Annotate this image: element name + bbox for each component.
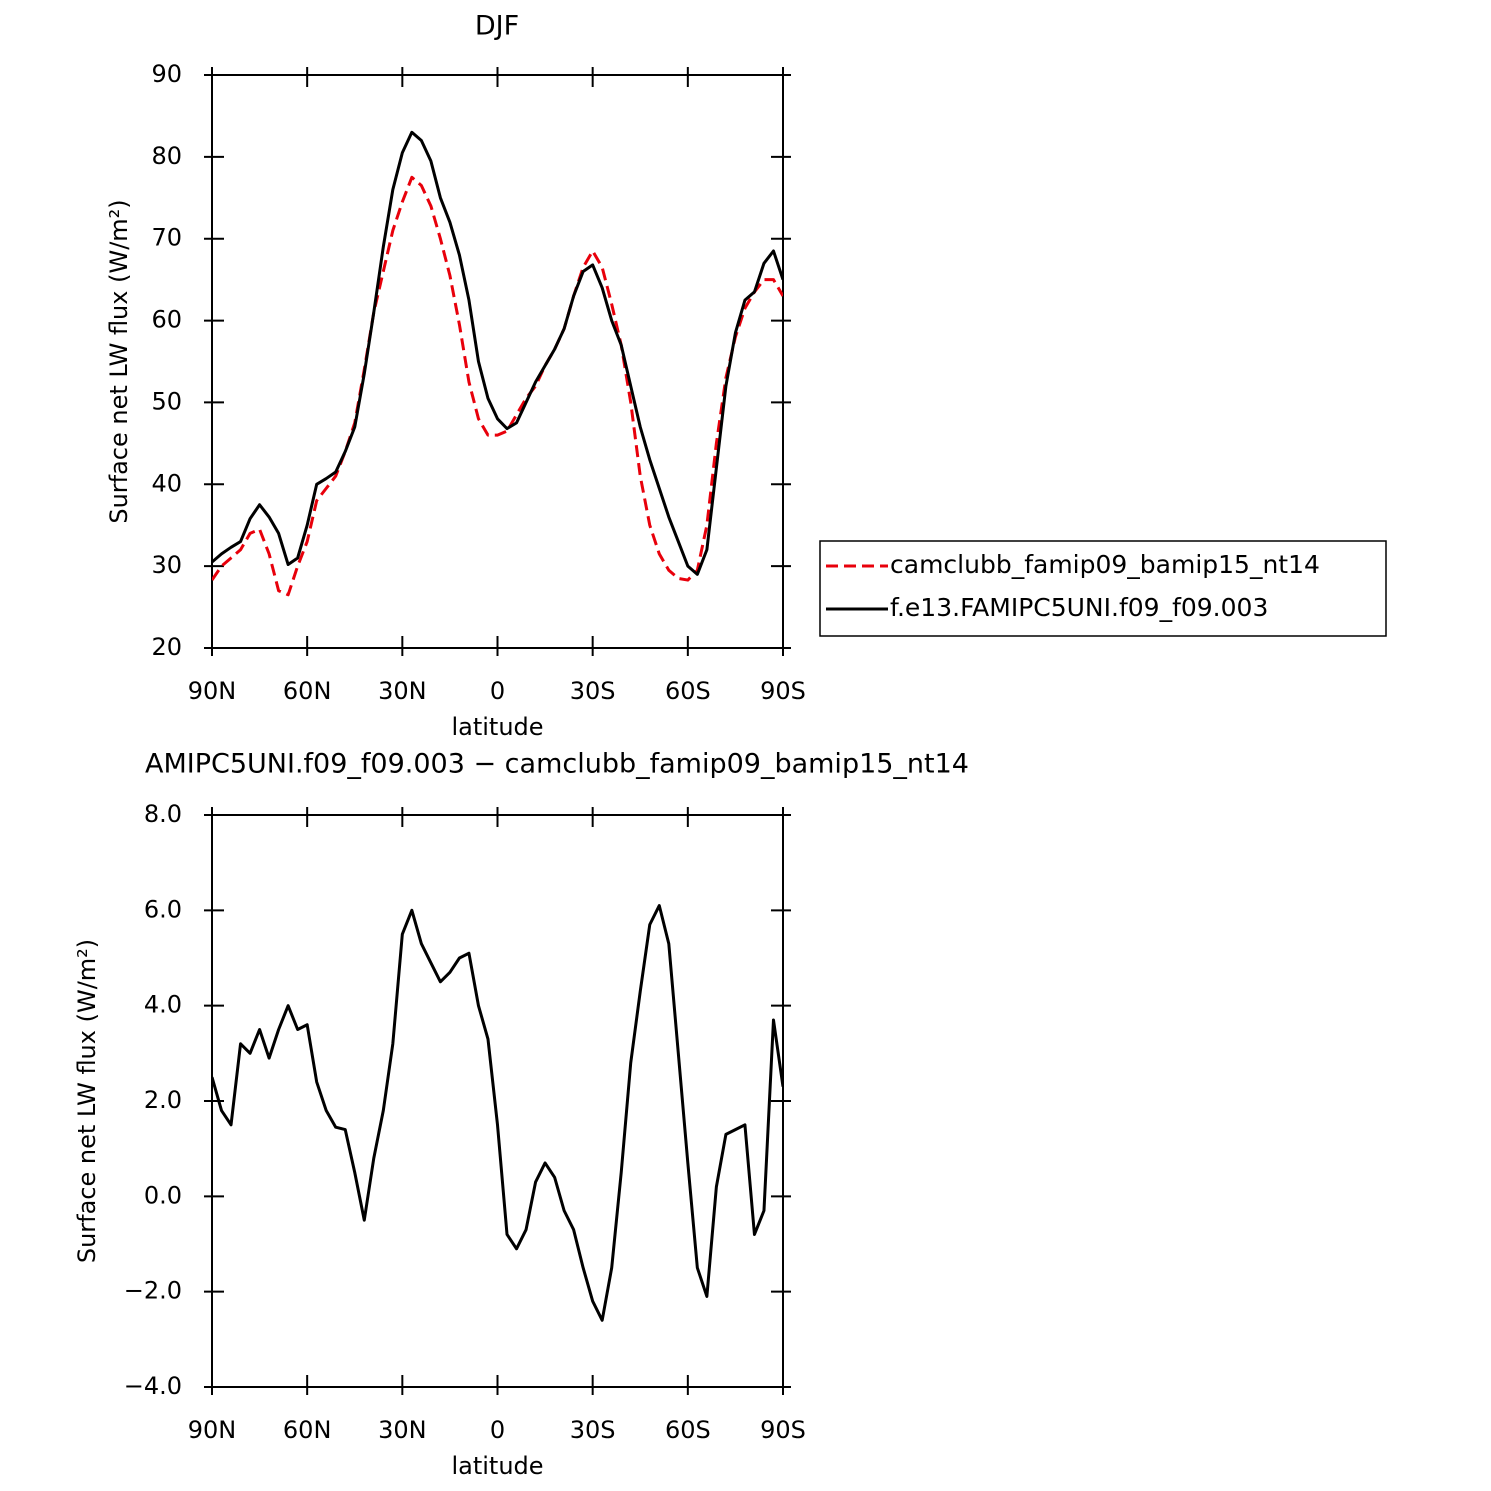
y-tick-label: −2.0	[124, 1277, 182, 1305]
x-tick-label: 0	[490, 677, 505, 705]
y-tick-label: −4.0	[124, 1372, 182, 1400]
legend-label: f.e13.FAMIPC5UNI.f09_f09.003	[890, 593, 1268, 622]
y-tick-label: 6.0	[144, 895, 182, 923]
x-tick-label: 60N	[283, 677, 332, 705]
x-tick-label: 30S	[570, 677, 616, 705]
plot-frame	[211, 74, 784, 649]
y-axis-label: Surface net LW flux (W/m²)	[73, 939, 101, 1263]
chart-title: DJF	[475, 11, 519, 42]
x-tick-label: 60S	[665, 1416, 711, 1444]
x-tick-label: 60N	[283, 1416, 332, 1444]
y-tick-label: 50	[151, 387, 182, 415]
x-tick-label: 0	[490, 1416, 505, 1444]
x-tick-label: 90N	[188, 1416, 237, 1444]
x-tick-label: 90S	[760, 1416, 806, 1444]
legend-label: camclubb_famip09_bamip15_nt14	[890, 550, 1320, 579]
y-tick-label: 4.0	[144, 991, 182, 1019]
x-axis-label: latitude	[451, 1452, 543, 1480]
legend-box	[819, 540, 1387, 637]
x-axis-label: latitude	[451, 713, 543, 741]
data-line	[212, 130, 783, 576]
y-tick-label: 30	[151, 551, 182, 579]
x-tick-label: 30N	[378, 677, 427, 705]
plot-frame	[211, 814, 784, 1388]
y-tick-label: 70	[151, 224, 182, 252]
x-tick-label: 90N	[188, 677, 237, 705]
x-tick-label: 90S	[760, 677, 806, 705]
y-tick-label: 0.0	[144, 1181, 182, 1209]
y-tick-label: 60	[151, 306, 182, 334]
y-tick-label: 2.0	[144, 1086, 182, 1114]
x-tick-label: 30N	[378, 1416, 427, 1444]
y-axis-label: Surface net LW flux (W/m²)	[105, 199, 133, 523]
x-tick-label: 60S	[665, 677, 711, 705]
y-tick-label: 40	[151, 469, 182, 497]
y-tick-label: 20	[151, 633, 182, 661]
y-tick-label: 90	[151, 60, 182, 88]
x-tick-label: 30S	[570, 1416, 616, 1444]
data-line	[212, 175, 783, 597]
data-line	[212, 904, 783, 1322]
y-tick-label: 80	[151, 142, 182, 170]
chart-title: AMIPC5UNI.f09_f09.003 − camclubb_famip09…	[145, 749, 969, 780]
y-tick-label: 8.0	[144, 800, 182, 828]
